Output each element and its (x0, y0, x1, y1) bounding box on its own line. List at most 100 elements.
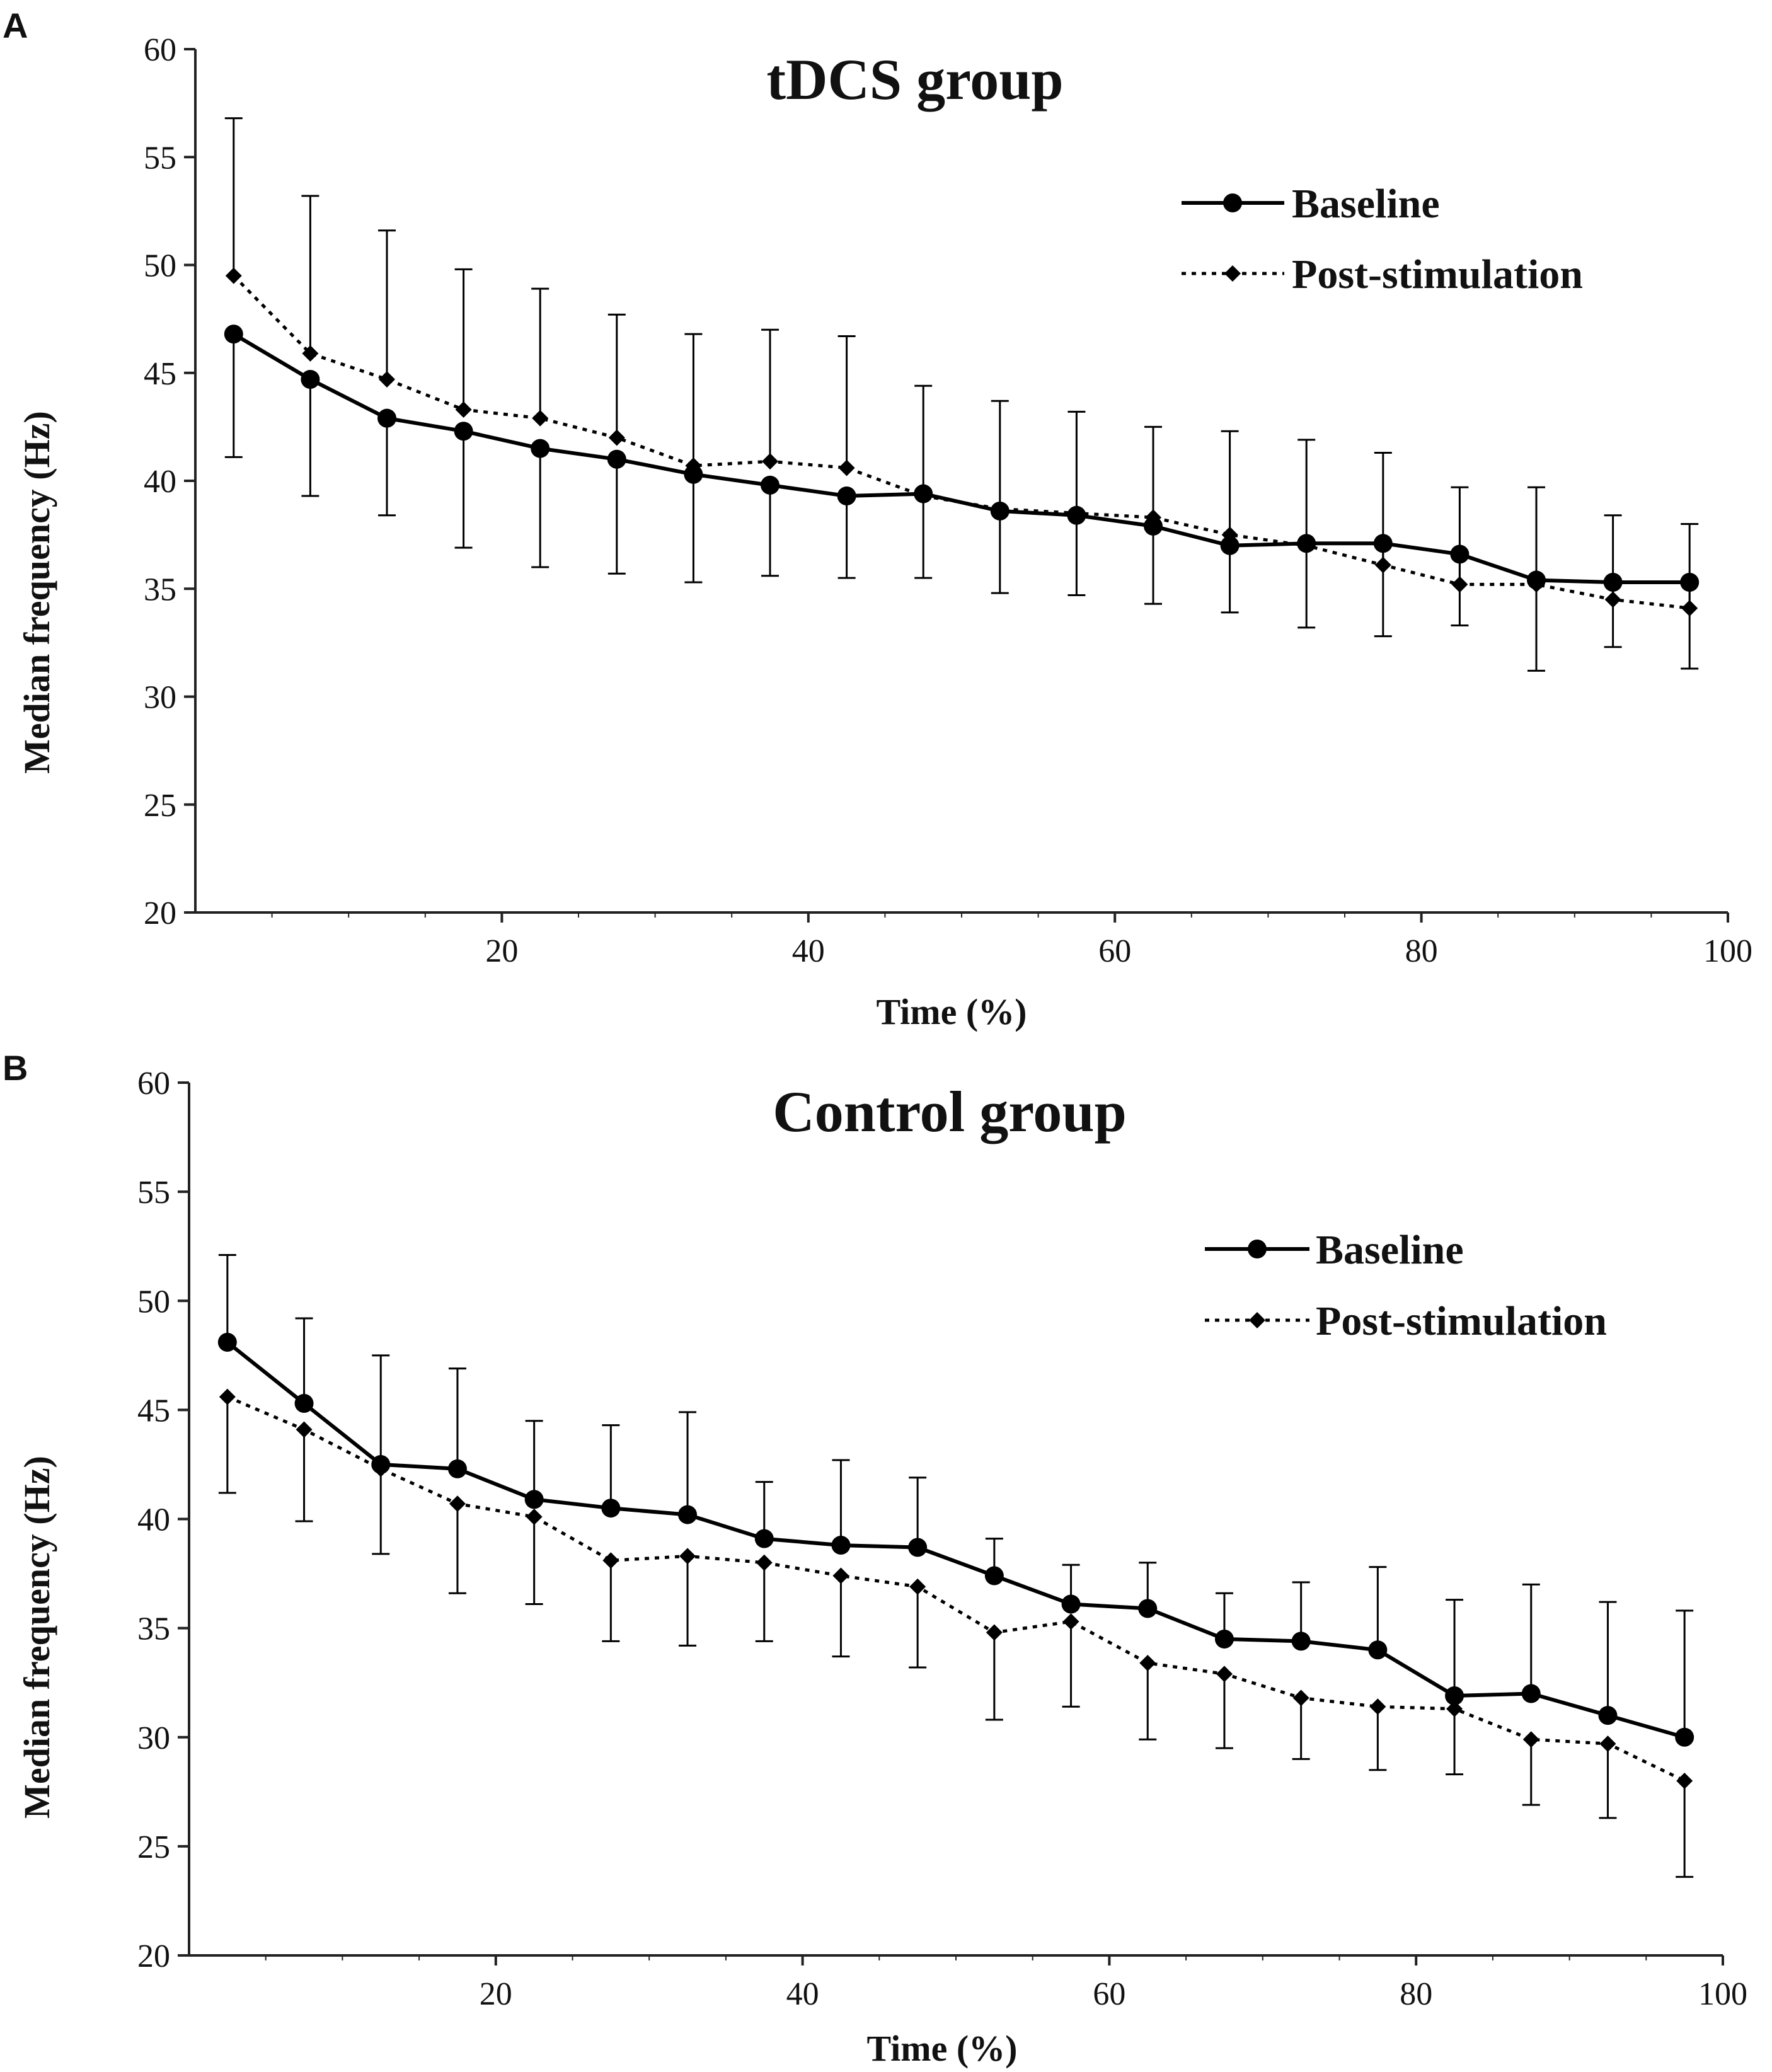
panel-b-legend-post-marker (1249, 1312, 1265, 1328)
panel-b-post-point-16 (1446, 1700, 1463, 1717)
panel-a-baseline-point-1 (301, 370, 320, 389)
panel-b-y-tick-label-1: 25 (137, 1829, 170, 1865)
panel-a-post-point-6 (685, 458, 702, 475)
panel-a-post-point-7 (762, 453, 778, 470)
panel-b-post-point-5 (602, 1552, 619, 1569)
panel-a-legend-baseline-marker (1223, 193, 1242, 212)
panel-a-baseline-point-15 (1373, 534, 1393, 553)
panel-b-y-tick-label-6: 50 (137, 1284, 170, 1320)
panel-a-baseline-point-4 (531, 439, 550, 458)
panel-a-post-point-17 (1528, 576, 1545, 593)
panel-a-baseline-point-2 (377, 408, 396, 428)
panel-b-post-point-11 (1062, 1613, 1079, 1630)
panel-b-baseline-point-17 (1521, 1684, 1541, 1703)
panel-a-post-point-15 (1374, 556, 1391, 573)
panel-b-baseline-point-15 (1368, 1640, 1388, 1660)
panel-a-post-point-10 (991, 500, 1008, 517)
panel-b-post-point-18 (1599, 1735, 1616, 1753)
panel-a-letter: A (3, 6, 28, 45)
panel-a-baseline-line (233, 332, 1690, 584)
panel-b-post-point-15 (1369, 1698, 1386, 1715)
panel-b-legend: Baseline Post-stimulation (1205, 1227, 1607, 1344)
panel-b-legend-baseline-label: Baseline (1316, 1227, 1464, 1273)
panel-b-y-tick-label-7: 55 (137, 1175, 170, 1211)
panel-a-post-point-3 (455, 401, 472, 418)
panel-b-post-point-7 (756, 1554, 773, 1571)
panel-b-post-point-2 (372, 1460, 389, 1477)
panel-b-baseline-point-18 (1598, 1706, 1618, 1725)
panel-b-post-point-4 (526, 1509, 543, 1526)
panel-a-post-point-0 (225, 267, 242, 284)
panel-a-y-tick-label-3: 35 (144, 572, 176, 607)
panel-b-post-point-12 (1139, 1655, 1156, 1672)
panel-b-x-tick-label-1: 40 (786, 1976, 819, 2012)
panel-b-post-point-17 (1522, 1731, 1539, 1748)
panel-a-baseline-point-3 (454, 422, 473, 441)
panel-b-x-axis-label: Time (%) (867, 2028, 1018, 2069)
panel-b-post-point-8 (832, 1567, 849, 1584)
panel-b-baseline-point-16 (1445, 1686, 1464, 1705)
panel-a-post-point-18 (1604, 591, 1621, 608)
panel-a-baseline-point-16 (1450, 544, 1470, 564)
panel-a-y-tick-label-0: 20 (144, 895, 176, 931)
panel-b-baseline-point-9 (908, 1538, 928, 1557)
panel-a-y-tick-label-4: 40 (144, 464, 176, 500)
panel-a-x-ticks: 20 40 60 80 100 (271, 912, 1752, 969)
panel-b: B Control group Time (%) Median frequenc… (3, 1048, 1747, 2069)
panel-a-post-point-16 (1451, 576, 1468, 593)
panel-a-x-axis-label: Time (%) (877, 991, 1027, 1032)
panel-b-letter: B (3, 1048, 28, 1088)
panel-b-baseline-point-5 (601, 1499, 621, 1518)
panel-a-error-bars (224, 117, 1699, 672)
panel-a-post-point-19 (1681, 600, 1698, 617)
panel-b-baseline-point-6 (678, 1505, 698, 1524)
panel-a-legend: Baseline Post-stimulation (1182, 181, 1583, 297)
panel-a-y-tick-label-6: 50 (144, 248, 176, 284)
panel-a-legend-post-label: Post-stimulation (1292, 251, 1583, 297)
panel-a-baseline-point-18 (1603, 572, 1623, 592)
panel-a-baseline-point-13 (1220, 536, 1240, 555)
panel-b-baseline-point-1 (294, 1393, 314, 1413)
panel-a-series-lines (233, 274, 1690, 610)
panel-a-y-tick-label-5: 45 (144, 356, 176, 392)
panel-b-x-tick-label-3: 80 (1400, 1976, 1432, 2012)
panel-a-x-tick-label-1: 40 (792, 933, 825, 969)
panel-b-x-ticks: 20 40 60 80 100 (265, 1955, 1747, 2012)
panel-b-y-tick-label-4: 40 (137, 1502, 170, 1538)
panel-b-baseline-point-4 (524, 1490, 544, 1509)
panel-b-baseline-line (226, 1340, 1686, 1739)
panel-b-baseline-point-10 (984, 1566, 1004, 1586)
panel-a-baseline-point-19 (1680, 572, 1700, 592)
panel-b-baseline-point-3 (447, 1459, 467, 1478)
panel-a-post-line (233, 274, 1690, 610)
panel-a-x-tick-label-4: 100 (1703, 933, 1752, 969)
panel-a-title: tDCS group (766, 47, 1063, 112)
panel-a-baseline-point-12 (1144, 516, 1163, 536)
panel-a-y-ticks: 20 25 30 35 40 45 50 55 60 (144, 32, 195, 931)
panel-b-post-point-3 (449, 1495, 466, 1512)
panel-a-post-point-9 (915, 487, 932, 504)
panel-b-post-line (226, 1395, 1686, 1783)
panel-b-post-point-6 (679, 1548, 696, 1565)
panel-b-baseline-point-12 (1138, 1599, 1158, 1618)
panel-b-title: Control group (773, 1079, 1126, 1144)
panel-a-post-point-2 (379, 371, 395, 388)
panel-a-x-tick-label-0: 20 (485, 933, 518, 969)
panel-b-legend-baseline-marker (1248, 1240, 1267, 1258)
panel-b-y-tick-label-2: 30 (137, 1720, 170, 1756)
panel-b-post-point-14 (1292, 1689, 1309, 1707)
panel-b-baseline-point-14 (1291, 1632, 1311, 1651)
panel-a-post-point-11 (1068, 505, 1085, 522)
panel-b-x-tick-label-2: 60 (1093, 1976, 1125, 2012)
panel-b-y-axis-label: Median frequency (Hz) (16, 1456, 57, 1819)
panel-a-y-axis-label: Median frequency (Hz) (16, 411, 57, 774)
panel-b-y-tick-label-5: 45 (137, 1393, 170, 1429)
panel-b-post-point-1 (296, 1421, 313, 1438)
panel-a-markers (224, 267, 1700, 617)
panel-a-post-point-14 (1298, 537, 1315, 554)
panel-a-baseline-point-6 (684, 464, 703, 484)
panel-a-baseline-point-8 (837, 486, 856, 505)
panel-b-x-tick-label-4: 100 (1698, 1976, 1747, 2012)
